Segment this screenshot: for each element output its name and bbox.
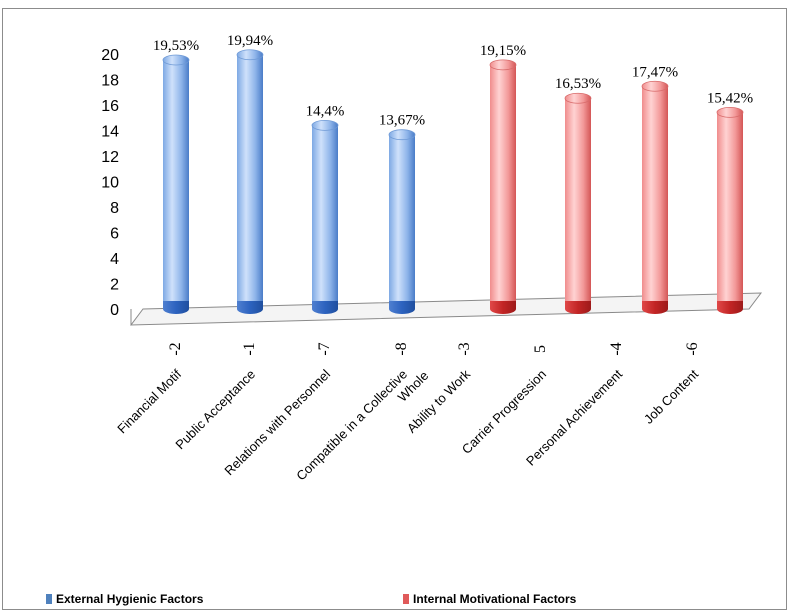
bar xyxy=(716,106,744,314)
y-tick-label: 20 xyxy=(101,47,119,64)
data-label: 14,4% xyxy=(306,103,345,119)
category-label: Carrier Progression xyxy=(459,367,549,457)
bar-body xyxy=(163,59,189,302)
bar xyxy=(236,49,264,314)
bar-body xyxy=(565,98,591,302)
bar-body xyxy=(389,134,415,301)
bar-top-cap xyxy=(564,92,592,104)
y-tick-label: 16 xyxy=(101,98,119,115)
data-label: 19,94% xyxy=(227,33,273,49)
y-tick-label: 14 xyxy=(101,124,119,141)
data-label: 16,53% xyxy=(555,76,601,92)
bar-body xyxy=(717,112,743,302)
category-code: -4 xyxy=(608,342,625,355)
bar xyxy=(564,92,592,314)
bar xyxy=(311,120,339,314)
bar-body xyxy=(312,125,338,302)
bar-top-cap xyxy=(716,106,744,118)
bar-top-cap xyxy=(311,120,339,131)
category-code: -6 xyxy=(684,342,701,355)
bar-top-cap xyxy=(641,80,669,92)
legend-item-internal: Internal Motivational Factors xyxy=(403,592,576,606)
legend-label-internal: Internal Motivational Factors xyxy=(413,592,577,606)
bar-chart: 0 2 4 6 8 10 12 14 16 18 20 19,53% 19,94% 14,4% 13,67… xyxy=(101,33,763,483)
bar-bottom-cap xyxy=(389,304,415,314)
bar-bottom-cap xyxy=(237,304,263,314)
category-code: -3 xyxy=(456,342,473,355)
legend-swatch-internal xyxy=(403,594,409,604)
data-label: 13,67% xyxy=(379,113,425,129)
legend-label-external: External Hygienic Factors xyxy=(56,592,204,606)
y-tick-label: 0 xyxy=(110,302,119,319)
bar-bottom-cap xyxy=(642,304,668,314)
bar xyxy=(489,59,517,314)
y-tick-label: 4 xyxy=(110,251,119,268)
bar-top-cap xyxy=(388,129,416,141)
legend-swatch-external xyxy=(46,594,52,604)
bar-body xyxy=(237,54,263,301)
bar-top-cap xyxy=(236,49,264,61)
category-label: Job Content xyxy=(641,366,701,426)
chart-floor xyxy=(129,292,763,326)
y-tick-label: 8 xyxy=(110,200,119,217)
bar xyxy=(162,54,190,314)
bar-body xyxy=(642,86,668,301)
bar-bottom-cap xyxy=(163,304,189,314)
bar-bottom-cap xyxy=(312,304,338,314)
bar xyxy=(641,80,669,314)
data-label: 17,47% xyxy=(632,64,678,80)
data-label: 19,15% xyxy=(480,43,526,59)
category-code: -8 xyxy=(393,342,410,355)
bar-bottom-cap xyxy=(490,304,516,314)
category-label: Financial Motif xyxy=(114,366,184,436)
bar-bottom-cap xyxy=(565,304,591,314)
y-tick-label: 6 xyxy=(110,226,119,243)
category-code: -2 xyxy=(167,342,184,355)
data-label: 15,42% xyxy=(707,90,753,106)
y-tick-label: 2 xyxy=(110,277,119,294)
bar-top-cap xyxy=(162,54,190,66)
bar-body xyxy=(490,64,516,302)
chart-frame: 0 2 4 6 8 10 12 14 16 18 20 19,53% 19,94% 14,4% 13,67… xyxy=(2,8,787,610)
bar xyxy=(388,129,416,314)
category-label: Public Acceptance xyxy=(172,367,258,453)
y-tick-label: 10 xyxy=(101,175,119,192)
bar-top-cap xyxy=(489,59,517,71)
y-tick-label: 18 xyxy=(101,73,119,90)
category-code: -1 xyxy=(241,342,258,355)
category-code: -7 xyxy=(316,342,333,355)
legend-item-external: External Hygienic Factors xyxy=(46,592,203,606)
data-label: 19,53% xyxy=(153,38,199,54)
category-code: 5 xyxy=(532,345,549,353)
bar-bottom-cap xyxy=(717,304,743,314)
y-tick-label: 12 xyxy=(101,149,119,166)
